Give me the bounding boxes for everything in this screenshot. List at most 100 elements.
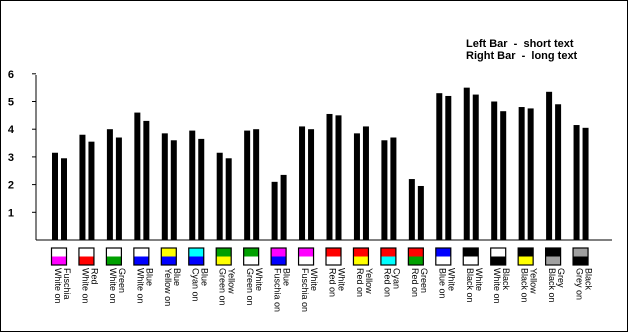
x-tick-label: Red onCyan	[382, 268, 401, 297]
swatch-bottom	[106, 256, 122, 265]
x-label-group: White onFuschia White onRed White onGreen W…	[53, 268, 594, 312]
bar-right-long-text	[390, 137, 397, 240]
swatch-top	[161, 248, 177, 257]
x-tick-label-text: Green onWhite	[245, 268, 264, 306]
swatch-border	[435, 247, 452, 266]
bar-left-short-text	[189, 130, 196, 240]
x-tick-label: White onBlue	[135, 268, 154, 304]
swatch-border	[188, 247, 205, 266]
x-tick-label-text: Green onYellow	[218, 268, 237, 306]
bar-right-long-text	[61, 158, 67, 240]
swatch-border	[352, 247, 370, 266]
x-tick-label: White onRed	[80, 268, 99, 304]
swatch-bottom	[133, 256, 149, 265]
bar-right-long-text	[308, 129, 315, 240]
x-tick-label-text: White onRed	[80, 268, 99, 304]
x-tick-label-text: Red onWhite	[328, 268, 347, 297]
swatch-bottom	[216, 256, 232, 265]
swatch-top	[216, 248, 232, 257]
swatch-bottom	[518, 256, 534, 265]
swatch-bottom	[380, 256, 396, 265]
bar-right-long-text	[198, 138, 205, 240]
swatch-border	[380, 247, 397, 266]
bar-left-short-text	[299, 126, 306, 240]
bar-left-short-text	[79, 134, 86, 240]
swatch-top	[271, 248, 287, 257]
x-tick-label-text: Red onGreen	[410, 268, 429, 297]
bar-left-short-text	[546, 91, 553, 241]
swatch-bottom	[490, 256, 506, 265]
bar-group	[52, 87, 589, 241]
legend-long-text: Right Bar - long text	[466, 50, 578, 62]
bar-left-short-text	[244, 130, 251, 240]
bar-left-short-text	[326, 113, 333, 240]
swatch-bottom	[271, 256, 287, 265]
x-tick-label-text: Blue onWhite	[437, 268, 456, 299]
swatch-border	[160, 247, 177, 266]
bar-left-short-text	[573, 125, 580, 240]
x-tick-label-text: Red onYellow	[355, 268, 374, 297]
swatch-group	[50, 247, 589, 266]
bar-left-short-text	[408, 179, 415, 240]
bar-left-short-text	[381, 140, 388, 240]
swatch-border	[490, 247, 507, 266]
swatch-border	[407, 247, 424, 266]
x-tick-label: Fuschia onWhite	[300, 268, 319, 312]
swatch-border	[517, 247, 534, 266]
bar-left-short-text	[353, 133, 360, 240]
x-tick-label-text: White onBlack	[492, 268, 511, 304]
swatch-top	[78, 248, 94, 257]
swatch-bottom	[353, 256, 369, 265]
x-tick-label: Cyan onBlue	[190, 268, 209, 302]
x-tick-label-text: Cyan onBlue	[190, 268, 209, 302]
swatch-top	[408, 248, 424, 257]
swatch-top	[518, 248, 534, 257]
y-tick-label: 4	[8, 124, 15, 136]
x-tick-label: Red onYellow	[355, 268, 374, 297]
bar-left-short-text	[134, 112, 141, 240]
x-tick-label-text: White onGreen	[108, 268, 127, 304]
x-tick-label-text: Black onWhite	[465, 268, 484, 303]
bar-right-long-text	[280, 174, 287, 240]
x-tick-label-text: Red onCyan	[382, 268, 401, 297]
swatch-bottom	[51, 256, 67, 265]
swatch-border	[105, 247, 123, 266]
x-tick-label: Yellow onBlue	[163, 268, 182, 306]
swatch-top	[463, 248, 479, 257]
swatch-top	[380, 248, 396, 257]
bar-right-long-text	[335, 115, 342, 240]
swatch-top	[490, 248, 506, 257]
x-tick-label: Green onWhite	[245, 268, 264, 306]
swatch-top	[435, 248, 451, 257]
bar-right-long-text	[115, 137, 122, 240]
swatch-bottom	[326, 256, 341, 265]
bar-left-short-text	[106, 129, 113, 240]
swatch-bottom	[243, 256, 259, 265]
swatch-top	[298, 248, 314, 257]
bar-right-long-text	[253, 129, 260, 240]
swatch-border	[325, 247, 342, 266]
bar-right-long-text	[88, 141, 95, 240]
y-tick-label: 1	[8, 207, 14, 219]
swatch-top	[188, 248, 204, 257]
swatch-border	[78, 247, 95, 266]
bar-right-long-text	[582, 127, 589, 240]
y-tick-group: 1 2 3 4 5 6	[8, 69, 36, 219]
bar-left-short-text	[491, 101, 498, 240]
swatch-top	[243, 248, 259, 257]
x-tick-label-text: White onFuschia	[53, 268, 72, 304]
y-tick-label: 2	[8, 180, 14, 192]
swatch-bottom	[188, 256, 204, 265]
swatch-top	[353, 248, 369, 257]
x-tick-label: White onFuschia	[53, 268, 72, 304]
x-tick-label-text: White onBlue	[135, 268, 154, 304]
x-tick-label-text: Black onGrey	[547, 268, 566, 303]
swatch-bottom	[78, 256, 94, 265]
swatch-border	[243, 247, 260, 266]
bar-left-short-text	[216, 152, 223, 240]
x-tick-label: Red onWhite	[328, 268, 347, 297]
bar-right-long-text	[362, 126, 369, 240]
y-tick-label: 3	[8, 152, 14, 164]
bar-right-long-text	[225, 158, 232, 240]
